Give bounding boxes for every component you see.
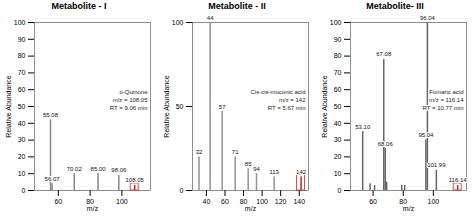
svg-text:60: 60 (221, 198, 229, 205)
html-text:Metabolite - II: Metabolite - II (208, 1, 266, 11)
svg-text:90: 90 (334, 36, 342, 43)
svg-text:100: 100 (330, 19, 342, 26)
svg-text:80: 80 (399, 198, 408, 206)
svg-text:Relative Abundance: Relative Abundance (163, 75, 170, 137)
svg-text:m/z = 108.05: m/z = 108.05 (113, 97, 149, 103)
svg-text:80: 80 (86, 198, 94, 206)
html-text:Metabolite- III: Metabolite- III (366, 1, 424, 11)
svg-text:0: 0 (22, 187, 26, 194)
svg-text:20: 20 (18, 153, 26, 160)
svg-text:57: 57 (219, 104, 226, 110)
svg-text:60: 60 (369, 198, 377, 205)
svg-text:40: 40 (18, 120, 26, 127)
svg-text:71: 71 (232, 149, 239, 155)
svg-text:80: 80 (18, 52, 26, 59)
svg-text:100: 100 (256, 198, 268, 205)
svg-text:116.14: 116.14 (449, 177, 468, 183)
svg-text:m/z = 116.14: m/z = 116.14 (429, 97, 464, 103)
svg-text:94: 94 (253, 166, 260, 172)
svg-text:98.06: 98.06 (111, 167, 127, 173)
svg-text:30: 30 (334, 136, 342, 143)
svg-text:30: 30 (18, 136, 26, 143)
svg-text:m/z: m/z (87, 205, 99, 212)
svg-text:120: 120 (275, 198, 287, 205)
svg-text:100: 100 (14, 19, 26, 26)
svg-text:140: 140 (293, 198, 305, 205)
svg-text:Relative Abundance: Relative Abundance (5, 75, 12, 137)
svg-text:50: 50 (176, 103, 184, 110)
svg-text:10: 10 (334, 170, 342, 177)
svg-text:142: 142 (296, 169, 307, 175)
svg-text:Relative Abundance: Relative Abundance (321, 75, 328, 137)
svg-text:0: 0 (180, 187, 184, 194)
svg-text:108.05: 108.05 (126, 177, 145, 183)
svg-text:85: 85 (245, 161, 252, 167)
svg-text:Fumaric acid: Fumaric acid (429, 89, 463, 95)
svg-text:40: 40 (203, 198, 211, 205)
svg-text:101.99: 101.99 (427, 162, 446, 168)
svg-text:10: 10 (18, 170, 26, 177)
svg-text:67.08: 67.08 (376, 51, 392, 57)
svg-text:56.07: 56.07 (45, 176, 61, 182)
svg-text:100: 100 (172, 19, 184, 26)
svg-text:70: 70 (18, 69, 26, 76)
svg-text:70.02: 70.02 (67, 166, 83, 172)
svg-text:o-Quinone: o-Quinone (119, 89, 148, 95)
svg-text:70: 70 (334, 69, 342, 76)
html-text:Metabolite - I: Metabolite - I (51, 1, 107, 11)
svg-text:50: 50 (18, 103, 26, 110)
svg-text:96.04: 96.04 (420, 15, 436, 21)
svg-text:80: 80 (239, 198, 248, 206)
svg-text:100: 100 (116, 198, 128, 205)
svg-text:60: 60 (334, 86, 342, 93)
svg-text:50: 50 (334, 103, 342, 110)
svg-text:m/z: m/z (245, 205, 257, 212)
svg-text:68.06: 68.06 (378, 141, 394, 147)
svg-text:44: 44 (207, 15, 214, 21)
svg-text:40: 40 (334, 120, 342, 127)
svg-text:RT = 5.67 min: RT = 5.67 min (268, 105, 306, 111)
svg-text:90: 90 (18, 36, 26, 43)
svg-text:55.08: 55.08 (43, 112, 59, 118)
svg-text:RT = 9.06 min: RT = 9.06 min (110, 105, 148, 111)
svg-text:53.10: 53.10 (355, 124, 371, 130)
svg-text:m/z: m/z (403, 205, 415, 212)
svg-text:RT = 10.77 min: RT = 10.77 min (423, 105, 464, 111)
svg-text:Cis-cis-muconic acid: Cis-cis-muconic acid (250, 89, 305, 95)
svg-text:95.04: 95.04 (418, 132, 434, 138)
svg-text:100: 100 (428, 198, 440, 205)
svg-text:20: 20 (334, 153, 342, 160)
svg-text:85.00: 85.00 (91, 166, 107, 172)
svg-text:113: 113 (269, 169, 279, 175)
svg-text:m/z = 142: m/z = 142 (279, 97, 306, 103)
svg-text:60: 60 (54, 198, 62, 205)
svg-text:0: 0 (338, 187, 342, 194)
svg-text:80: 80 (334, 52, 342, 59)
svg-text:32: 32 (196, 149, 203, 155)
svg-text:60: 60 (18, 86, 26, 93)
